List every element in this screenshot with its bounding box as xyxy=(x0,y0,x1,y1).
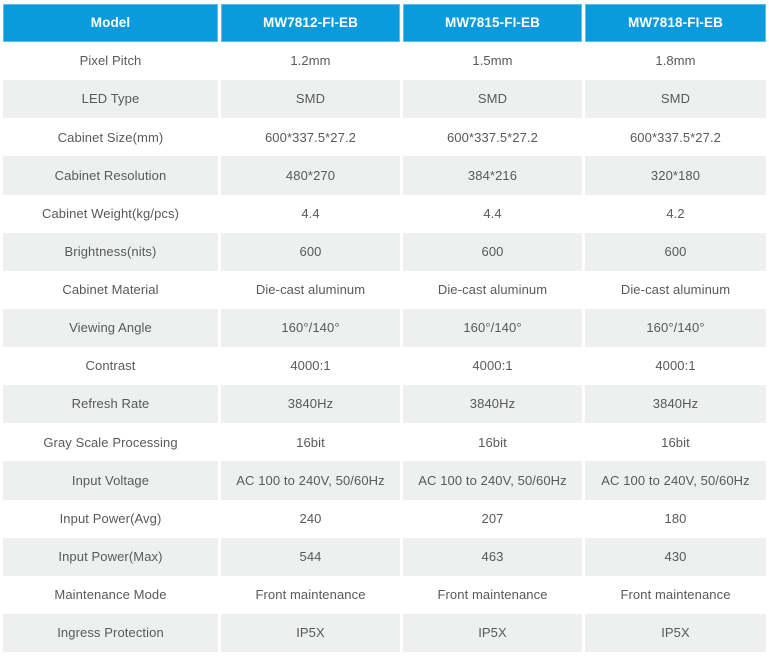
spec-value-cell: 3840Hz xyxy=(585,385,766,424)
spec-value-cell: 180 xyxy=(585,499,766,538)
spec-value-cell: AC 100 to 240V, 50/60Hz xyxy=(221,461,400,500)
spec-value-cell: 1.5mm xyxy=(403,42,582,81)
spec-row-label: Viewing Angle xyxy=(3,308,218,348)
spec-row-label: Refresh Rate xyxy=(3,385,218,424)
spec-value-cell: Front maintenance xyxy=(403,575,582,614)
spec-value-cell: 1.2mm xyxy=(221,42,400,81)
spec-value-cell: 4.4 xyxy=(403,194,582,233)
spec-value-cell: 600 xyxy=(585,232,766,271)
spec-value-cell: 600 xyxy=(403,232,582,271)
product-spec-table: Model MW7812-FI-EB MW7815-FI-EB MW7818-FI-E… xyxy=(3,4,766,652)
spec-row-label: Input Power(Avg) xyxy=(3,499,218,538)
spec-row-label: Ingress Protection xyxy=(3,613,218,652)
spec-value-cell: 480*270 xyxy=(221,156,400,195)
spec-value-cell: AC 100 to 240V, 50/60Hz xyxy=(585,461,766,500)
spec-value-cell: IP5X xyxy=(403,613,582,652)
spec-value-cell: 16bit xyxy=(221,423,400,462)
spec-value-cell: 160°/140° xyxy=(403,308,582,348)
spec-row-label: Maintenance Mode xyxy=(3,575,218,614)
spec-row-label: Pixel Pitch xyxy=(3,42,218,81)
spec-row-label: Contrast xyxy=(3,347,218,386)
header-cell-model: Model xyxy=(3,4,218,43)
spec-value-cell: SMD xyxy=(221,80,400,119)
spec-value-cell: 600*337.5*27.2 xyxy=(403,118,582,157)
spec-row-label: Cabinet Size(mm) xyxy=(3,118,218,157)
spec-value-cell: 384*216 xyxy=(403,156,582,195)
spec-row-label: Input Power(Max) xyxy=(3,537,218,576)
spec-value-cell: IP5X xyxy=(221,613,400,652)
spec-row-label: Cabinet Weight(kg/pcs) xyxy=(3,194,218,233)
spec-row-label: Input Voltage xyxy=(3,461,218,500)
spec-value-cell: 240 xyxy=(221,499,400,538)
spec-value-cell: 3840Hz xyxy=(403,385,582,424)
header-cell-model-1: MW7812-FI-EB xyxy=(221,4,400,43)
spec-value-cell: 4.2 xyxy=(585,194,766,233)
spec-row-label: Cabinet Resolution xyxy=(3,156,218,195)
spec-value-cell: Die-cast aluminum xyxy=(585,270,766,309)
spec-value-cell: 600*337.5*27.2 xyxy=(221,118,400,157)
spec-value-cell: 16bit xyxy=(403,423,582,462)
header-cell-model-3: MW7818-FI-EB xyxy=(585,4,766,43)
spec-value-cell: IP5X xyxy=(585,613,766,652)
spec-value-cell: SMD xyxy=(585,80,766,119)
spec-row-label: LED Type xyxy=(3,80,218,119)
spec-value-cell: AC 100 to 240V, 50/60Hz xyxy=(403,461,582,500)
spec-value-cell: 207 xyxy=(403,499,582,538)
spec-value-cell: 3840Hz xyxy=(221,385,400,424)
spec-value-cell: Die-cast aluminum xyxy=(403,270,582,309)
spec-value-cell: Front maintenance xyxy=(221,575,400,614)
spec-value-cell: 1.8mm xyxy=(585,42,766,81)
spec-value-cell: 4.4 xyxy=(221,194,400,233)
spec-value-cell: SMD xyxy=(403,80,582,119)
spec-value-cell: Die-cast aluminum xyxy=(221,270,400,309)
spec-value-cell: 4000:1 xyxy=(403,347,582,386)
spec-value-cell: Front maintenance xyxy=(585,575,766,614)
spec-value-cell: 600 xyxy=(221,232,400,271)
spec-value-cell: 160°/140° xyxy=(221,308,400,348)
spec-value-cell: 4000:1 xyxy=(585,347,766,386)
spec-value-cell: 4000:1 xyxy=(221,347,400,386)
spec-value-cell: 600*337.5*27.2 xyxy=(585,118,766,157)
spec-row-label: Cabinet Material xyxy=(3,270,218,309)
spec-value-cell: 320*180 xyxy=(585,156,766,195)
spec-value-cell: 430 xyxy=(585,537,766,576)
spec-value-cell: 544 xyxy=(221,537,400,576)
spec-row-label: Brightness(nits) xyxy=(3,232,218,271)
spec-value-cell: 160°/140° xyxy=(585,308,766,348)
spec-value-cell: 16bit xyxy=(585,423,766,462)
spec-value-cell: 463 xyxy=(403,537,582,576)
spec-row-label: Gray Scale Processing xyxy=(3,423,218,462)
header-cell-model-2: MW7815-FI-EB xyxy=(403,4,582,43)
